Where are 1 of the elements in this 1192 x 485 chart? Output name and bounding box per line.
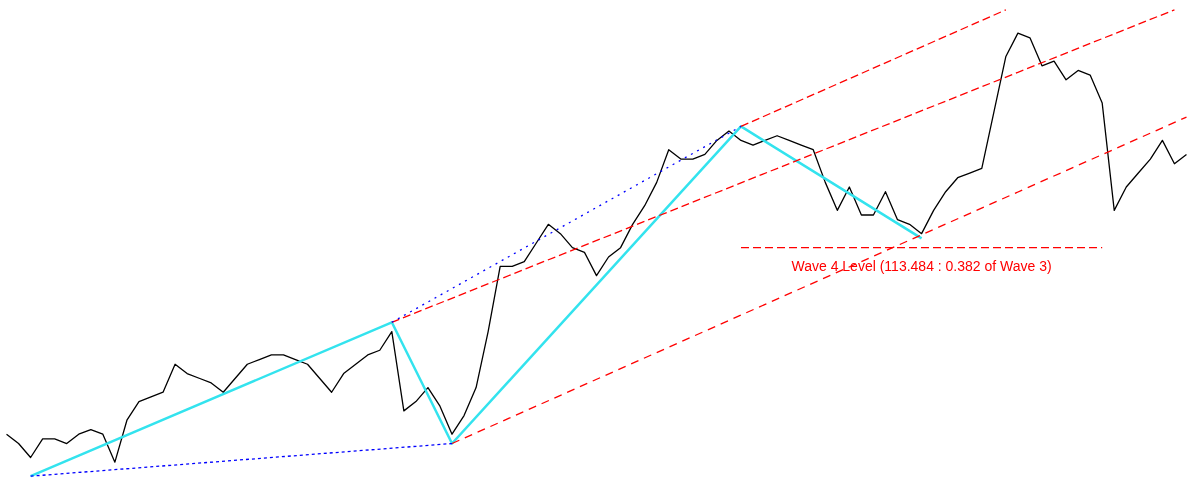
- annotation: Wave 4 Level (113.484 : 0.382 of Wave 3): [791, 257, 1052, 274]
